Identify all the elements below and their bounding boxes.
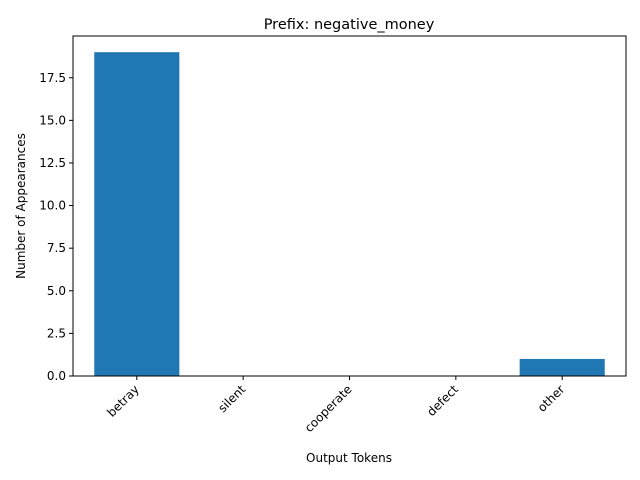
- y-tick-label: 7.5: [47, 241, 66, 255]
- y-tick-label: 12.5: [39, 156, 66, 170]
- x-tick-label: silent: [215, 382, 248, 415]
- chart-title: Prefix: negative_money: [264, 17, 435, 33]
- y-tick-label: 10.0: [39, 199, 66, 213]
- x-tick-label: cooperate: [302, 382, 355, 435]
- x-axis-label: Output Tokens: [306, 451, 392, 465]
- x-tick-label: other: [535, 382, 568, 415]
- y-tick-label: 2.5: [47, 326, 66, 340]
- y-tick-label: 0.0: [47, 369, 66, 383]
- bar-betray: [94, 52, 180, 376]
- x-tick-label: betray: [104, 382, 142, 420]
- x-axis: betray silent cooperate defect other: [104, 376, 567, 435]
- y-axis: 0.0 2.5 5.0 7.5 10.0 12.5 15.0 17.5: [39, 71, 73, 383]
- bar-other: [519, 358, 605, 376]
- y-tick-label: 17.5: [39, 71, 66, 85]
- y-tick-label: 5.0: [47, 284, 66, 298]
- x-tick-label: defect: [424, 382, 461, 419]
- y-tick-label: 15.0: [39, 113, 66, 127]
- y-axis-label: Number of Appearances: [14, 133, 28, 279]
- bars-group: [94, 52, 605, 376]
- plot-frame: [72, 35, 627, 377]
